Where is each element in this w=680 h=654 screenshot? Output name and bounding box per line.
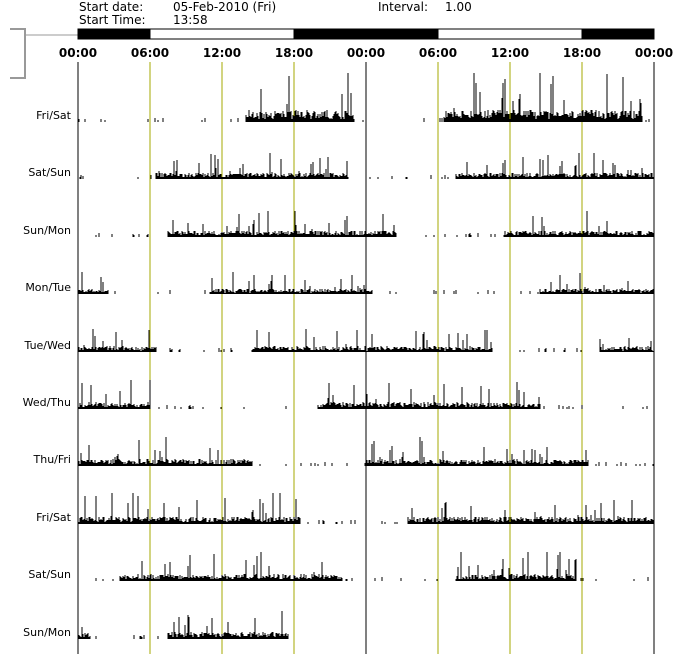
row-activity-3 — [78, 272, 654, 294]
x-tick-label-4: 00:00 — [347, 46, 385, 60]
light-dark-bar — [77, 28, 655, 40]
row-label: Sun/Mon — [23, 224, 71, 237]
activity-bars — [78, 437, 654, 466]
x-tick-label-7: 18:00 — [563, 46, 601, 60]
row-label: Fri/Sat — [36, 109, 72, 122]
ld-period-dark-4 — [581, 28, 655, 40]
row-label: Sat/Sun — [28, 568, 71, 581]
row-activity-6 — [78, 437, 654, 466]
row-activity-8 — [95, 552, 649, 581]
row-label: Tue/Wed — [24, 339, 71, 352]
row-activity-1 — [79, 153, 654, 179]
activity-bars — [78, 493, 654, 524]
row-activity-9 — [78, 611, 289, 639]
row-activity-5 — [78, 380, 648, 409]
x-tick-label-2: 12:00 — [203, 46, 241, 60]
start-time-value: 13:58 — [173, 13, 208, 27]
start-date-label: Start date: — [79, 0, 144, 14]
activity-bars — [79, 153, 654, 179]
row-activity-0 — [78, 73, 650, 122]
row-activity-7 — [78, 493, 654, 524]
start-time-label: Start Time: — [79, 13, 146, 27]
activity-bars — [78, 380, 648, 409]
activity-bars — [78, 272, 654, 294]
activity-bars — [95, 552, 649, 581]
start-date-value: 05-Feb-2010 (Fri) — [173, 0, 277, 14]
x-tick-label-0: 00:00 — [59, 46, 97, 60]
ld-period-light-3 — [437, 28, 583, 40]
selection-bracket — [10, 28, 26, 79]
x-tick-label-1: 06:00 — [131, 46, 169, 60]
activity-bars — [95, 211, 654, 237]
x-tick-label-8: 00:00 — [635, 46, 673, 60]
row-label: Sun/Mon — [23, 626, 71, 639]
row-activity-4 — [78, 329, 654, 352]
ld-period-dark-2 — [293, 28, 439, 40]
x-tick-label-3: 18:00 — [275, 46, 313, 60]
x-axis-ticks: 00:00 06:00 12:00 18:00 00:00 06:00 12:00 18:00… — [59, 46, 673, 60]
row-activity-2 — [95, 211, 654, 237]
activity-bars — [78, 611, 289, 639]
activity-bars — [78, 73, 650, 122]
ld-period-dark-0 — [77, 28, 151, 40]
vertical-gridlines — [77, 62, 655, 654]
row-label: Sat/Sun — [28, 166, 71, 179]
activity-bars — [78, 329, 654, 352]
ld-period-light-1 — [149, 28, 295, 40]
row-label: Mon/Tue — [25, 281, 71, 294]
interval-label: Interval: — [378, 0, 428, 14]
x-tick-label-5: 06:00 — [419, 46, 457, 60]
row-label: Fri/Sat — [36, 511, 72, 524]
x-tick-label-6: 12:00 — [491, 46, 529, 60]
activity-rows: Fri/Sat Sat/Sun Sun/Mon Mon/Tue Tue/Wed Wed/T… — [23, 73, 654, 639]
row-label: Thu/Fri — [33, 453, 71, 466]
row-label: Wed/Thu — [23, 396, 71, 409]
interval-value: 1.00 — [445, 0, 472, 14]
